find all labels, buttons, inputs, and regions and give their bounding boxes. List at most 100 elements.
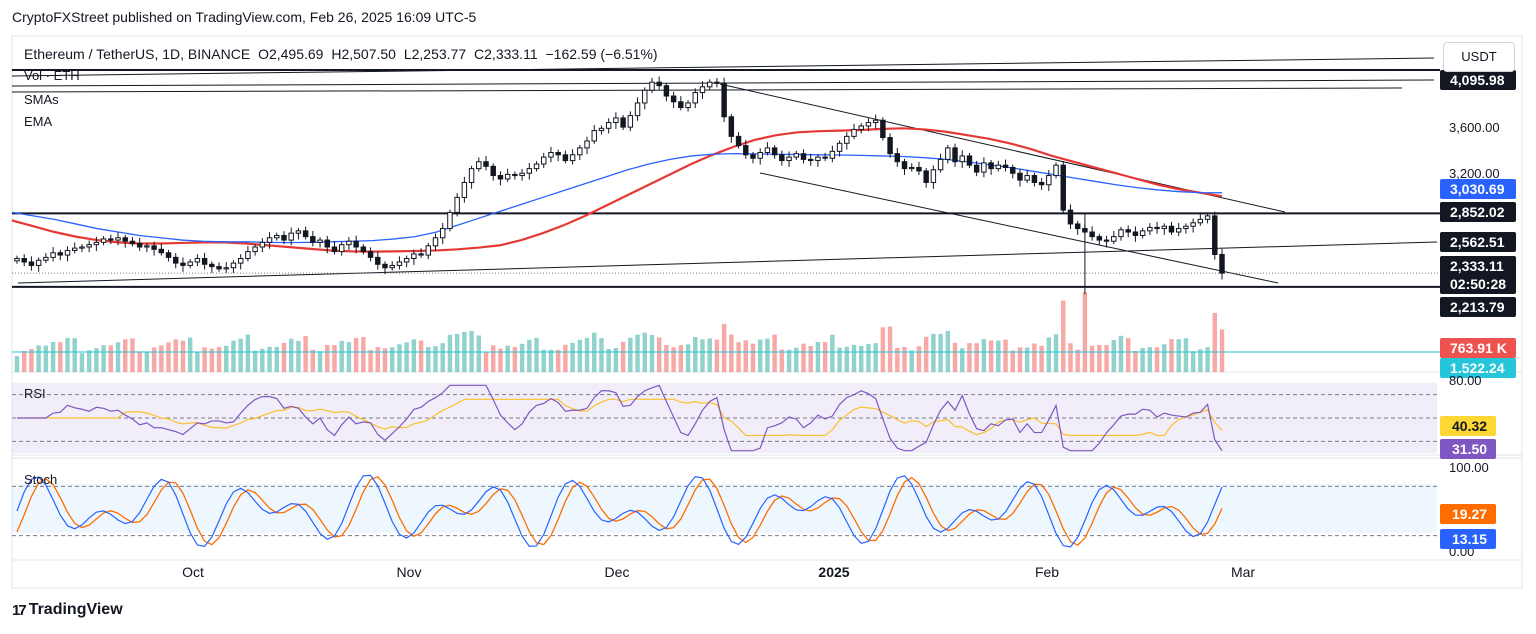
candle-down	[209, 263, 215, 268]
candle-down	[122, 237, 128, 242]
sma-line	[11, 127, 1223, 253]
candle	[1197, 213, 1204, 226]
stoch-indicator-label[interactable]: Stoch	[24, 472, 58, 487]
candle-up	[50, 252, 56, 258]
candle	[901, 158, 908, 175]
candle	[721, 77, 727, 122]
trendline	[17, 241, 1438, 284]
candle-up	[1197, 218, 1204, 224]
volume-bar	[375, 347, 381, 372]
candle-up	[252, 246, 258, 253]
candle-down	[678, 101, 684, 109]
symbol-legend: Ethereum / TetherUS, 1D, BINANCE O2,495.…	[24, 46, 662, 62]
ema-indicator-label[interactable]: EMA	[24, 114, 53, 129]
ohlc-change: −162.59 (−6.51%)	[545, 46, 658, 62]
volume-tag-box	[1440, 338, 1516, 358]
candle-up	[100, 238, 107, 243]
candle-up	[692, 92, 698, 104]
trendline	[759, 172, 1279, 284]
volume-bar	[527, 339, 532, 372]
candle	[685, 100, 691, 112]
candle	[670, 91, 677, 109]
candle	[331, 241, 338, 255]
volume-bar	[418, 340, 424, 372]
smas-indicator-label[interactable]: SMAs	[24, 92, 59, 107]
candle	[807, 153, 814, 166]
candle-up	[591, 130, 597, 142]
volume-bar	[195, 351, 200, 372]
candle-up	[1204, 215, 1211, 220]
candle-up	[649, 81, 655, 91]
candle-up	[995, 164, 1002, 170]
candle-down	[735, 135, 742, 147]
candle-up	[815, 156, 821, 162]
volume-bar	[288, 338, 294, 372]
volume-bar	[851, 344, 857, 372]
symbol-name[interactable]: Ethereum / TetherUS, 1D, BINANCE	[24, 46, 251, 62]
candle-down	[1089, 231, 1095, 238]
volume-bar	[202, 347, 207, 372]
volume-bar	[902, 346, 907, 372]
candle-up	[79, 246, 85, 249]
candle	[144, 242, 150, 253]
tradingview-logo-icon: 17	[12, 601, 27, 619]
candle	[916, 161, 922, 175]
candle-down	[771, 147, 778, 156]
candle-up	[338, 244, 345, 253]
candle-down	[310, 236, 316, 243]
candle-down	[216, 266, 222, 270]
volume-bar	[606, 348, 611, 372]
candle	[887, 133, 893, 158]
volume-bar	[94, 348, 99, 372]
candle-up	[959, 155, 965, 163]
candle	[1219, 248, 1225, 280]
candle	[50, 247, 56, 262]
volume-bar	[613, 348, 619, 372]
volume-tag: 763.91 K	[1450, 340, 1507, 356]
candle-up	[1111, 236, 1117, 242]
candle-down	[728, 116, 735, 137]
candle-up	[274, 234, 280, 239]
candle-down	[331, 246, 338, 253]
candle	[995, 160, 1002, 172]
candle	[338, 241, 345, 256]
candle-down	[382, 263, 388, 269]
price-tag-line: 2,852.02	[1450, 204, 1505, 220]
rsi-indicator-label[interactable]: RSI	[24, 386, 46, 401]
candle-up	[14, 258, 20, 262]
candle	[923, 168, 929, 188]
candle-down	[923, 170, 929, 183]
candle	[274, 232, 280, 241]
candle-up	[1139, 230, 1146, 236]
candle	[1074, 221, 1081, 235]
volume-bar	[58, 342, 63, 372]
candle-up	[627, 115, 634, 128]
stoch-tag: 13.15	[1452, 531, 1487, 547]
candle	[1139, 227, 1146, 239]
candle	[829, 145, 836, 163]
candle-down	[151, 245, 157, 250]
candle	[598, 125, 605, 135]
candle-up	[187, 261, 193, 266]
volume-bar	[1017, 347, 1023, 372]
volume-bar	[72, 338, 77, 372]
volume-bar	[858, 346, 864, 372]
candle	[865, 118, 872, 132]
volume-bar	[404, 342, 409, 372]
vol-indicator-label[interactable]: Vol · ETH	[24, 68, 80, 83]
volume-bar	[267, 346, 272, 372]
volume-bar	[577, 339, 583, 372]
candle	[815, 154, 821, 167]
candle-up	[836, 142, 843, 152]
candle-up	[851, 128, 857, 137]
x-tick-label: Dec	[605, 564, 630, 580]
volume-bar	[772, 334, 777, 372]
currency-button[interactable]: USDT	[1443, 42, 1515, 72]
candle-up	[764, 147, 771, 153]
candle	[663, 82, 670, 102]
tradingview-brand[interactable]: 17 TradingView	[12, 601, 123, 619]
volume-bar	[43, 345, 49, 372]
candle-up	[504, 173, 511, 180]
volume-bar	[29, 348, 34, 372]
